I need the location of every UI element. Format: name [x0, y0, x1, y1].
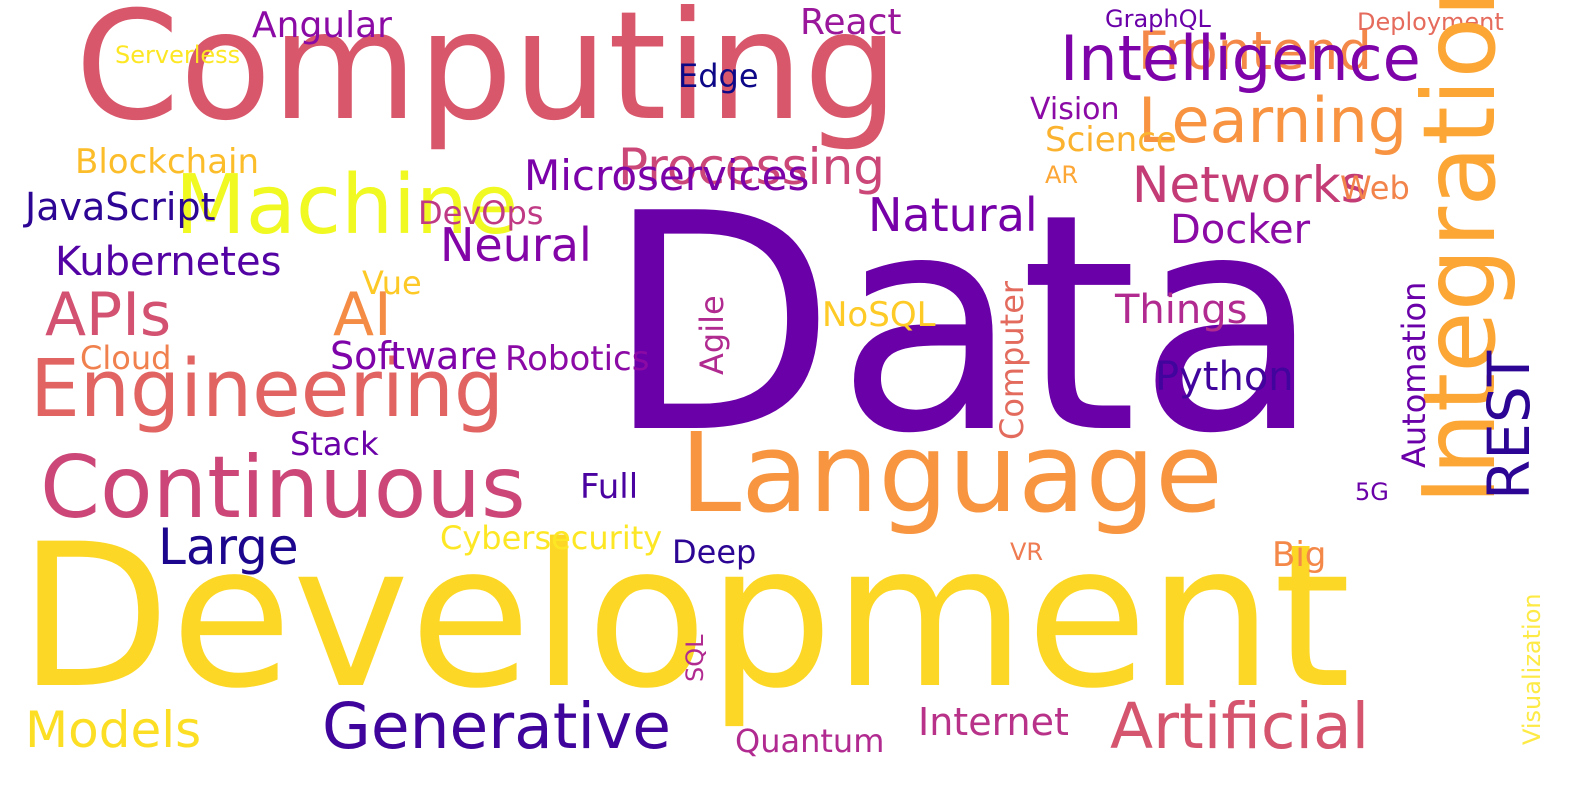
- word-engineering: Engineering: [30, 343, 504, 435]
- word-apis: Machine: [175, 158, 519, 253]
- word-generative: Generative: [322, 690, 672, 763]
- word-visualization: Visualization: [1518, 593, 1546, 745]
- word-edge: Science: [1045, 120, 1177, 160]
- word-large: AI: [333, 280, 392, 350]
- word-angular: Natural: [868, 188, 1038, 242]
- word-react: Neural: [440, 218, 592, 272]
- word-frontend: REST: [1475, 350, 1543, 500]
- word-models: APIs: [45, 280, 172, 350]
- word-ar: Vision: [1030, 92, 1120, 127]
- word-javascript: Kubernetes: [55, 239, 282, 285]
- word-things: Quantum: [735, 722, 885, 760]
- word-data: Data: [605, 150, 1322, 499]
- word-stack: Robotics: [505, 339, 650, 379]
- word-development: Development: [18, 501, 1351, 732]
- word-vr: NoSQL: [822, 295, 936, 335]
- word-machine: Learning: [1138, 84, 1408, 157]
- word-docker: Things: [1115, 287, 1248, 333]
- word-networks: Large: [158, 518, 299, 576]
- word-nosql: AR: [1045, 161, 1079, 189]
- word-blockchain: React: [800, 2, 902, 43]
- word-python: Internet: [918, 700, 1069, 744]
- word-deployment: VR: [1010, 538, 1044, 566]
- word-continuous: Continuous: [40, 438, 526, 538]
- word-graphql: 5G: [1355, 478, 1389, 506]
- word-quantum: Cybersecurity: [440, 519, 663, 557]
- word-natural: Processing: [618, 138, 885, 196]
- word-5g: Web: [1340, 169, 1410, 207]
- word-vue: Microservices: [524, 151, 810, 200]
- word-cloud: Software: [330, 334, 498, 378]
- word-vision: Big: [1272, 535, 1327, 575]
- word-kubernetes: Angular: [252, 5, 392, 46]
- word-language: Language: [680, 409, 1223, 537]
- word-science: Docker: [1170, 207, 1311, 253]
- word-internet: Deep: [672, 533, 757, 571]
- word-full: Cloud: [80, 339, 172, 377]
- word-serverless: GraphQL: [1105, 5, 1211, 33]
- word-agile: Agile: [693, 295, 731, 375]
- word-computer: Computer: [993, 280, 1031, 440]
- word-robotics: Vue: [362, 264, 422, 302]
- word-rest: Serverless: [115, 41, 241, 69]
- word-artificial: Artificial: [1110, 690, 1370, 763]
- word-devops: JavaScript: [25, 185, 216, 229]
- word-software: DevOps: [418, 194, 544, 232]
- word-computing: Computing: [75, 0, 899, 154]
- word-microservices: Blockchain: [75, 142, 260, 182]
- word-cybersecurity: Stack: [290, 425, 379, 463]
- word-integration: Deployment: [1357, 8, 1504, 36]
- word-neural: Networks: [1132, 156, 1367, 214]
- word-automation: Automation: [1395, 281, 1433, 468]
- word-ai: Intelligence: [1060, 22, 1421, 95]
- word-big: Python: [1155, 354, 1294, 400]
- word-sql: SQL: [681, 634, 709, 683]
- word-processing: Models: [25, 701, 202, 759]
- word-web: Edge: [678, 57, 759, 95]
- word-deep: Full: [580, 467, 639, 507]
- word-intelligence: Frontend: [1138, 21, 1372, 82]
